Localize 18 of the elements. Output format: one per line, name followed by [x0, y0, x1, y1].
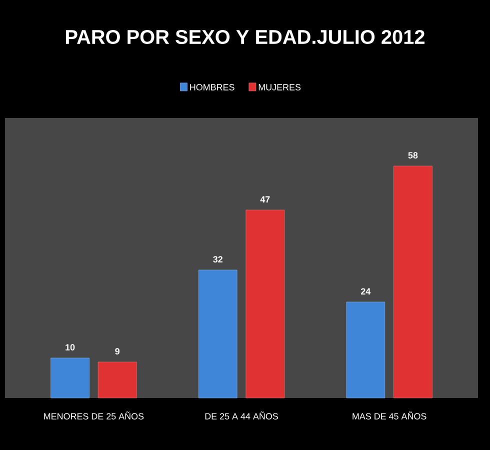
bar	[50, 358, 90, 398]
legend-label: MUJERES	[258, 84, 301, 90]
bar	[346, 302, 386, 398]
chart-title: PARO POR SEXO Y EDAD.JULIO 2012	[66, 30, 424, 44]
data-label: 47	[260, 196, 270, 202]
bar	[198, 270, 238, 398]
bar	[394, 166, 432, 398]
data-label: 24	[360, 288, 371, 294]
x-tick-label: MENORES DE 25 AÑOS	[44, 412, 144, 420]
data-label: 32	[213, 256, 222, 262]
data-label: 10	[66, 344, 75, 350]
bar	[246, 210, 285, 398]
data-label: 58	[408, 152, 418, 158]
x-tick-label: DE 25 A 44 AÑOS	[205, 412, 278, 420]
legend-label: HOMBRES	[190, 84, 234, 90]
bar	[98, 362, 137, 398]
x-tick-label: MAS DE 45 AÑOS	[352, 412, 426, 420]
data-label: 9	[115, 348, 120, 354]
